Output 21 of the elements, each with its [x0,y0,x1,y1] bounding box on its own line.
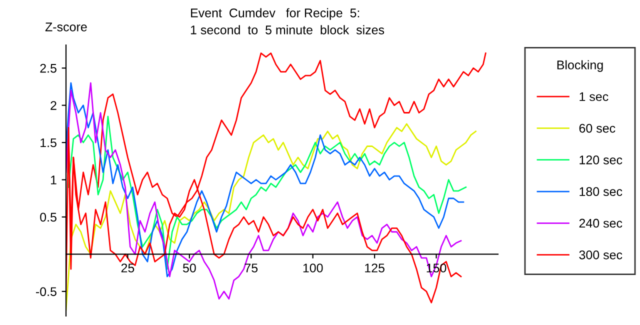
legend-label: 120 sec [580,156,622,164]
y-axis-title: Z-score [45,22,87,32]
x-tick-label: 50 [182,264,196,272]
legend-title: Blocking [557,60,603,72]
y-tick-label: 2 [50,101,56,110]
y-tick-label: -0.5 [36,287,56,296]
y-tick-label: 0.5 [40,212,56,222]
y-tick-label: 2.5 [40,64,56,73]
x-tick-label: 75 [244,264,258,272]
x-tick-label: 125 [365,264,384,272]
x-tick-label: 100 [303,264,323,272]
legend-label: 60 sec [579,124,616,133]
legend-label: 300 sec [579,250,622,260]
legend-label: 240 sec [579,218,622,228]
y-tick-label: 1.5 [40,138,56,148]
legend-label: 1 sec [580,92,608,102]
x-tick-label: 25 [121,264,134,272]
legend-label: 180 sec [580,187,622,196]
y-tick-label: 1 [50,176,56,184]
chart-subtitle: 1 second to 5 minute block sizes [190,25,384,34]
chart-title: Event Cumdev for Recipe 5: [191,8,360,20]
